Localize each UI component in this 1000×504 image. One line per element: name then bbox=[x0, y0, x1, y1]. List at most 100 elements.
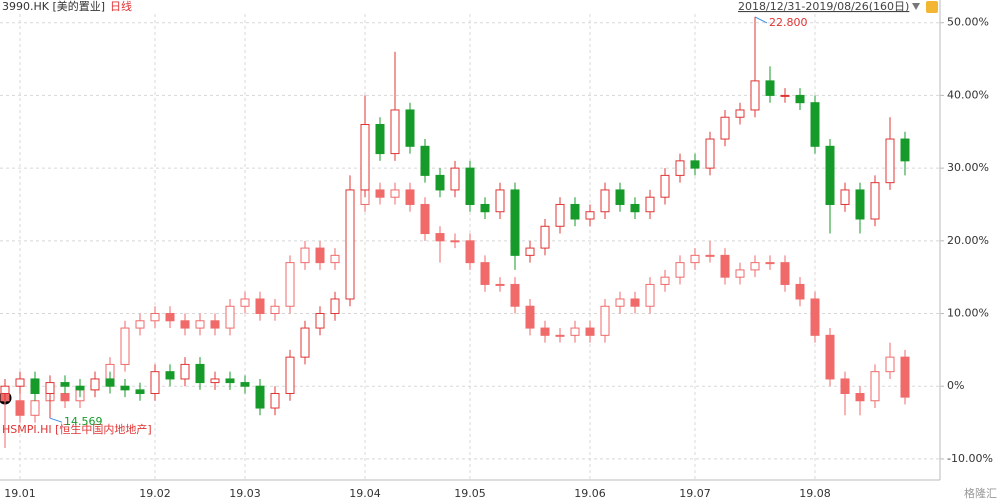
candle-body bbox=[855, 189, 865, 220]
candle-body bbox=[630, 203, 640, 213]
candle-body bbox=[345, 189, 355, 300]
candle-body bbox=[600, 305, 610, 336]
candle-body bbox=[660, 276, 670, 285]
candle-body bbox=[210, 320, 220, 329]
candle-body bbox=[645, 283, 655, 307]
y-tick-label: 50.00% bbox=[947, 16, 989, 29]
candle-body bbox=[525, 305, 535, 329]
candle-body bbox=[750, 80, 760, 111]
candle-body bbox=[105, 378, 115, 387]
candle-body bbox=[825, 145, 835, 205]
y-tick-label: 0% bbox=[947, 379, 964, 392]
candle-body bbox=[900, 138, 910, 162]
candle-body bbox=[30, 400, 40, 416]
x-tick-label: 19.02 bbox=[139, 487, 171, 500]
candle-body bbox=[45, 382, 55, 394]
candle-body bbox=[585, 327, 595, 336]
candle-body bbox=[435, 233, 445, 242]
x-tick-label: 19.07 bbox=[679, 487, 711, 500]
date-range[interactable]: 2018/12/31-2019/08/26(160日) bbox=[738, 0, 909, 13]
candle-body bbox=[795, 283, 805, 300]
candle-body bbox=[120, 327, 130, 365]
candle-body bbox=[555, 203, 565, 227]
candle-body bbox=[510, 189, 520, 256]
candle-body bbox=[435, 174, 445, 191]
x-tick-label: 19.03 bbox=[229, 487, 261, 500]
candle-body bbox=[420, 145, 430, 176]
annotation-leader bbox=[49, 417, 63, 423]
symbol: 3990.HK [美的置业] bbox=[2, 0, 105, 13]
x-tick-label: 19.05 bbox=[454, 487, 486, 500]
candle-body bbox=[225, 378, 235, 384]
candle-body bbox=[120, 385, 130, 391]
candle-body bbox=[750, 262, 760, 271]
candle-body bbox=[270, 392, 280, 409]
candle-body bbox=[735, 269, 745, 278]
period: 日线 bbox=[110, 0, 132, 13]
candle-body bbox=[480, 262, 490, 285]
candle-body bbox=[150, 313, 160, 322]
candle-body bbox=[690, 254, 700, 264]
candle-body bbox=[330, 298, 340, 315]
y-tick-label: 30.00% bbox=[947, 161, 989, 174]
candle-body bbox=[825, 334, 835, 380]
menu-icon[interactable] bbox=[926, 1, 938, 13]
candle-body bbox=[720, 116, 730, 140]
candle-body bbox=[660, 174, 670, 198]
candle-body bbox=[60, 382, 70, 387]
candle-body bbox=[60, 392, 70, 402]
candle-body bbox=[870, 371, 880, 402]
x-tick-label: 19.08 bbox=[799, 487, 831, 500]
annotation: 22.800 bbox=[769, 16, 808, 29]
compare-label: HSMPI.HI [恒生中国内地地产] bbox=[2, 422, 152, 436]
candle-body bbox=[330, 254, 340, 264]
candle-body bbox=[210, 378, 220, 384]
candle-body bbox=[195, 320, 205, 329]
candle-body bbox=[885, 356, 895, 373]
candle-body bbox=[810, 102, 820, 147]
candle-body bbox=[375, 124, 385, 155]
candle-body bbox=[450, 240, 460, 243]
candle-body bbox=[885, 138, 895, 184]
candle-body bbox=[870, 182, 880, 220]
candle-body bbox=[540, 327, 550, 336]
candle-body bbox=[675, 262, 685, 278]
candle-body bbox=[510, 283, 520, 307]
candle-body bbox=[645, 196, 655, 213]
candle-body bbox=[765, 262, 775, 265]
candle-body bbox=[465, 167, 475, 205]
y-tick-label: 10.00% bbox=[947, 307, 989, 320]
candle-body bbox=[255, 385, 265, 409]
candle-body bbox=[15, 378, 25, 387]
candle-body bbox=[525, 247, 535, 256]
watermark: 格隆汇 bbox=[964, 486, 997, 500]
candle-body bbox=[180, 320, 190, 329]
candle-body bbox=[90, 378, 100, 391]
candle-body bbox=[810, 298, 820, 336]
candle-body bbox=[315, 313, 325, 329]
candle-body bbox=[540, 225, 550, 249]
candle-body bbox=[405, 189, 415, 205]
candle-body bbox=[795, 94, 805, 104]
candle-body bbox=[300, 247, 310, 264]
candle-body bbox=[315, 247, 325, 264]
candle-body bbox=[720, 254, 730, 278]
candle-body bbox=[165, 313, 175, 322]
x-tick-label: 19.01 bbox=[4, 487, 36, 500]
candle-body bbox=[240, 382, 250, 387]
candle-body bbox=[195, 363, 205, 384]
candle-body bbox=[225, 305, 235, 329]
candle-body bbox=[390, 109, 400, 155]
candle-body bbox=[375, 189, 385, 198]
candle-body bbox=[135, 389, 145, 394]
candle-body bbox=[840, 189, 850, 205]
candle-body bbox=[690, 160, 700, 169]
candle-body bbox=[615, 298, 625, 307]
x-tick-label: 19.06 bbox=[574, 487, 606, 500]
dropdown-icon[interactable] bbox=[912, 3, 920, 10]
candle-body bbox=[180, 363, 190, 380]
candle-body bbox=[630, 298, 640, 307]
candle-body bbox=[855, 392, 865, 402]
candle-body bbox=[165, 371, 175, 380]
